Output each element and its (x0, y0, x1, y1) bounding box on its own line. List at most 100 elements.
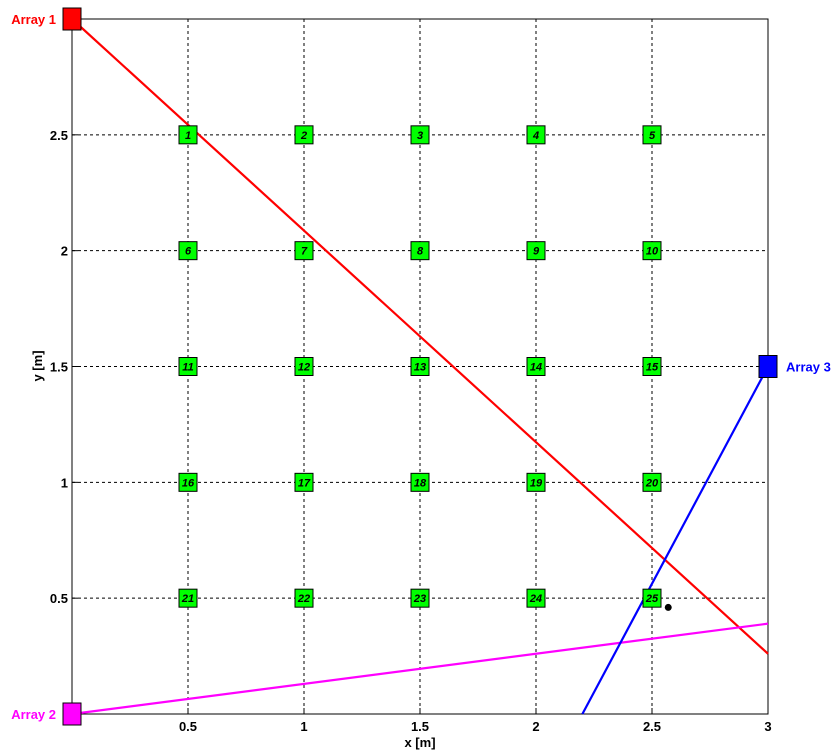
grid-point-5: 5 (642, 125, 662, 145)
grid-point-21: 21 (178, 588, 198, 608)
grid-point-16: 16 (178, 472, 198, 492)
grid-point-6: 6 (178, 241, 198, 261)
x-tick-label: 1 (300, 719, 307, 734)
grid-point-4: 4 (526, 125, 546, 145)
grid-point-label: 5 (649, 130, 656, 142)
grid-point-label: 10 (646, 246, 659, 258)
grid-point-marker (642, 125, 662, 145)
grid-point-23: 23 (410, 588, 430, 608)
grid-point-marker (642, 357, 662, 376)
grid-point-20: 20 (642, 472, 662, 492)
array-2-marker: Array 2 (11, 702, 82, 726)
grid-point-18: 18 (410, 472, 430, 492)
grid-point-label: 17 (298, 477, 311, 489)
grid-point-marker (178, 357, 198, 376)
grid-point-label: 16 (182, 477, 195, 489)
array-label: Array 2 (11, 707, 56, 722)
x-tick-label: 2.5 (643, 719, 661, 734)
grid-point-label: 21 (181, 593, 194, 605)
y-tick-label: 1 (61, 475, 68, 490)
grid-point-label: 12 (298, 362, 310, 374)
grid-point-label: 25 (645, 593, 659, 605)
grid-point-marker (526, 241, 546, 261)
grid-point-label: 3 (417, 130, 423, 142)
grid-point-marker (410, 241, 430, 261)
grid-point-24: 24 (526, 588, 546, 608)
grid-point-label: 15 (646, 362, 659, 374)
grid-point-12: 12 (294, 357, 314, 376)
grid-point-label: 19 (530, 477, 543, 489)
grid-point-marker (178, 241, 198, 261)
grid-point-marker (410, 588, 430, 608)
grid-point-3: 3 (410, 125, 430, 145)
y-tick-label: 1.5 (50, 360, 68, 375)
grid-point-label: 22 (297, 593, 310, 605)
y-tick-label: 2 (61, 244, 68, 259)
grid-point-marker (526, 472, 546, 492)
grid-point-9: 9 (526, 241, 546, 261)
bearing-line-array-2 (71, 622, 769, 716)
y-tick-label: 0.5 (50, 591, 68, 606)
grid-point-marker (410, 357, 430, 376)
grid-point-11: 11 (178, 357, 198, 376)
grid-point-marker (178, 125, 198, 145)
y-axis-label: y [m] (30, 350, 45, 381)
x-tick-label: 3 (764, 719, 771, 734)
bearing-line-array-1 (71, 18, 769, 655)
grid-point-label: 2 (300, 130, 307, 142)
grid-point-label: 6 (185, 246, 192, 258)
grid-point-marker (642, 472, 662, 492)
grid-point-2: 2 (294, 125, 314, 145)
grid-point-label: 11 (182, 362, 193, 374)
grid-point-marker (526, 125, 546, 145)
x-tick-label: 0.5 (179, 719, 197, 734)
array-1-marker: Array 1 (11, 7, 82, 31)
grid-point-label: 7 (301, 246, 308, 258)
grid-point-13: 13 (410, 357, 430, 376)
grid-point-marker (294, 241, 314, 261)
bearing-line-array-3 (581, 365, 769, 715)
grid-point-label: 24 (529, 593, 542, 605)
grid-point-10: 10 (642, 241, 662, 261)
grid-point-label: 4 (532, 130, 539, 142)
grid-point-marker (410, 472, 430, 492)
x-axis-label: x [m] (404, 735, 435, 750)
grid-point-marker (642, 241, 662, 261)
grid-point-marker (178, 472, 198, 492)
y-tick-label: 2.5 (50, 128, 68, 143)
grid-point-marker (410, 125, 430, 145)
grid-point-7: 7 (294, 241, 314, 261)
x-tick-label: 1.5 (411, 719, 429, 734)
grid-point-22: 22 (294, 588, 314, 608)
estimated-location-point (664, 603, 672, 611)
array-label: Array 1 (11, 12, 56, 27)
grid-point-19: 19 (526, 472, 546, 492)
array-3-marker: Array 3 (758, 355, 831, 378)
array-label: Array 3 (786, 360, 831, 375)
array-square (62, 702, 82, 726)
grid-point-25: 25 (642, 588, 662, 608)
grid-point-marker (294, 588, 314, 608)
grid-point-marker (526, 588, 546, 608)
grid-point-marker (294, 125, 314, 145)
grid-point-8: 8 (410, 241, 430, 261)
grid-point-label: 9 (533, 246, 540, 258)
array-square (758, 355, 778, 378)
x-tick-label: 2 (532, 719, 539, 734)
grid-point-15: 15 (642, 357, 662, 376)
grid-point-marker (526, 357, 546, 376)
grid-point-marker (294, 357, 314, 376)
grid-point-label: 18 (414, 477, 427, 489)
grid-point-label: 14 (530, 362, 542, 374)
grid-point-marker (642, 588, 662, 608)
grid-point-marker (178, 588, 198, 608)
grid-point-14: 14 (526, 357, 546, 376)
grid-point-label: 13 (414, 362, 426, 374)
grid-point-marker (294, 472, 314, 492)
grid-point-17: 17 (294, 472, 314, 492)
grid-point-label: 8 (417, 246, 424, 258)
array-square (62, 7, 82, 31)
grid-point-label: 23 (413, 593, 426, 605)
grid-point-label: 1 (185, 130, 191, 142)
